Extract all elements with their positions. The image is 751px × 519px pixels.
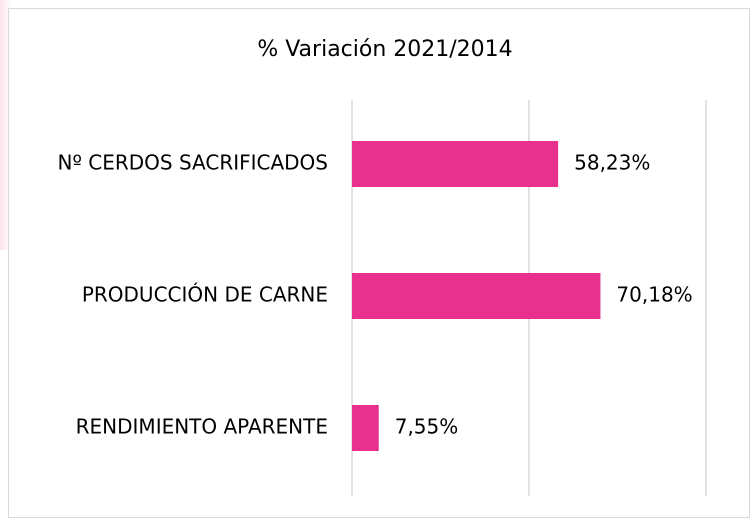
- data-label: 70,18%: [616, 283, 692, 307]
- data-label: 58,23%: [574, 151, 650, 175]
- y-tick-label: RENDIMIENTO APARENTE: [76, 415, 328, 439]
- chart-frame: [8, 8, 750, 518]
- edge-shade: [0, 0, 12, 250]
- bar: [352, 141, 559, 187]
- bar: [352, 405, 379, 451]
- y-tick-label: Nº CERDOS SACRIFICADOS: [58, 151, 328, 175]
- bar: [352, 273, 601, 319]
- y-tick-label: PRODUCCIÓN DE CARNE: [82, 283, 328, 307]
- chart-title: % Variación 2021/2014: [257, 37, 512, 62]
- data-label: 7,55%: [395, 415, 459, 439]
